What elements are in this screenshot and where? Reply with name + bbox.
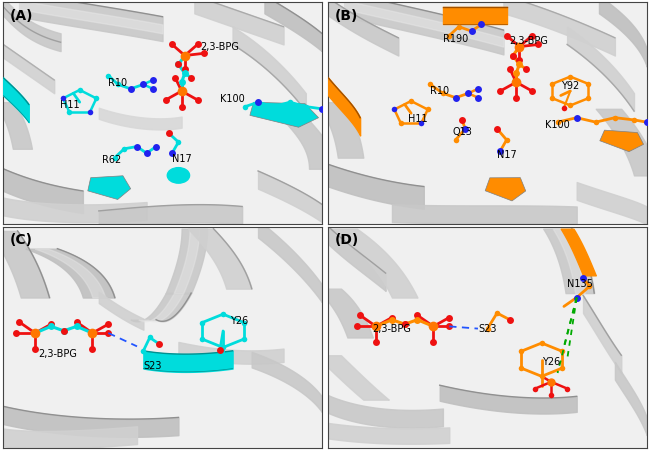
Text: R10: R10 (430, 86, 449, 96)
Text: 2,3-BPG: 2,3-BPG (38, 349, 77, 359)
Polygon shape (250, 102, 318, 127)
Text: (D): (D) (335, 233, 359, 247)
Text: K100: K100 (220, 94, 245, 104)
Text: H11: H11 (408, 114, 427, 124)
Text: R190: R190 (443, 34, 468, 44)
Polygon shape (600, 130, 644, 152)
Text: S23: S23 (478, 323, 497, 333)
Text: H11: H11 (60, 101, 80, 111)
Text: (B): (B) (335, 9, 358, 23)
Text: (A): (A) (10, 9, 33, 23)
Text: Y26: Y26 (230, 316, 248, 326)
Text: S23: S23 (144, 361, 162, 371)
Text: N135: N135 (567, 279, 593, 289)
Text: R10: R10 (109, 78, 127, 88)
Polygon shape (88, 176, 131, 199)
Text: Y92: Y92 (561, 81, 579, 91)
Text: N17: N17 (172, 154, 192, 164)
Text: 2,3-BPG: 2,3-BPG (200, 42, 239, 52)
Text: Q13: Q13 (452, 127, 472, 137)
Text: 2,3-BPG: 2,3-BPG (372, 323, 411, 333)
Text: Y26: Y26 (542, 357, 560, 367)
Text: N17: N17 (497, 150, 517, 160)
Text: 2,3-BPG: 2,3-BPG (510, 36, 549, 46)
Polygon shape (485, 178, 526, 201)
Text: K100: K100 (545, 120, 570, 130)
Circle shape (167, 168, 190, 183)
Text: R62: R62 (102, 155, 121, 165)
Text: (C): (C) (10, 233, 32, 247)
